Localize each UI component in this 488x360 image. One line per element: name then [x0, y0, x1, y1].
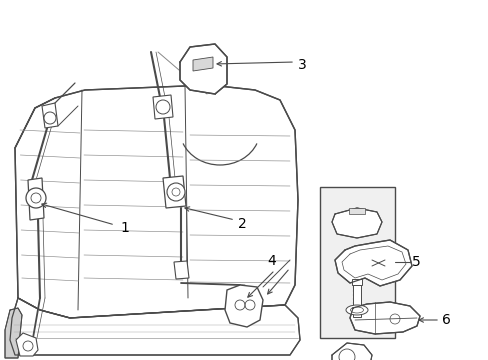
Polygon shape — [331, 208, 381, 238]
Polygon shape — [15, 85, 297, 318]
Circle shape — [167, 183, 184, 201]
Text: 3: 3 — [297, 58, 306, 72]
Text: 5: 5 — [411, 255, 420, 269]
Polygon shape — [331, 343, 371, 360]
Polygon shape — [28, 178, 44, 220]
Polygon shape — [16, 333, 38, 356]
Polygon shape — [193, 57, 213, 71]
Text: 6: 6 — [441, 313, 450, 327]
Bar — [352, 285, 360, 317]
Polygon shape — [5, 308, 22, 358]
Polygon shape — [348, 208, 364, 214]
Ellipse shape — [346, 305, 367, 315]
Circle shape — [26, 188, 46, 208]
Polygon shape — [180, 44, 226, 94]
Text: 1: 1 — [120, 221, 129, 235]
Text: 4: 4 — [267, 254, 276, 268]
Bar — [319, 187, 394, 338]
Polygon shape — [153, 95, 173, 119]
Polygon shape — [334, 240, 411, 286]
Polygon shape — [351, 279, 361, 285]
Polygon shape — [163, 176, 185, 208]
Polygon shape — [224, 285, 263, 327]
Text: 2: 2 — [238, 217, 246, 231]
Circle shape — [44, 112, 56, 124]
Circle shape — [156, 100, 170, 114]
Polygon shape — [174, 261, 189, 279]
Polygon shape — [349, 302, 419, 334]
Polygon shape — [42, 103, 58, 128]
Polygon shape — [10, 298, 299, 355]
